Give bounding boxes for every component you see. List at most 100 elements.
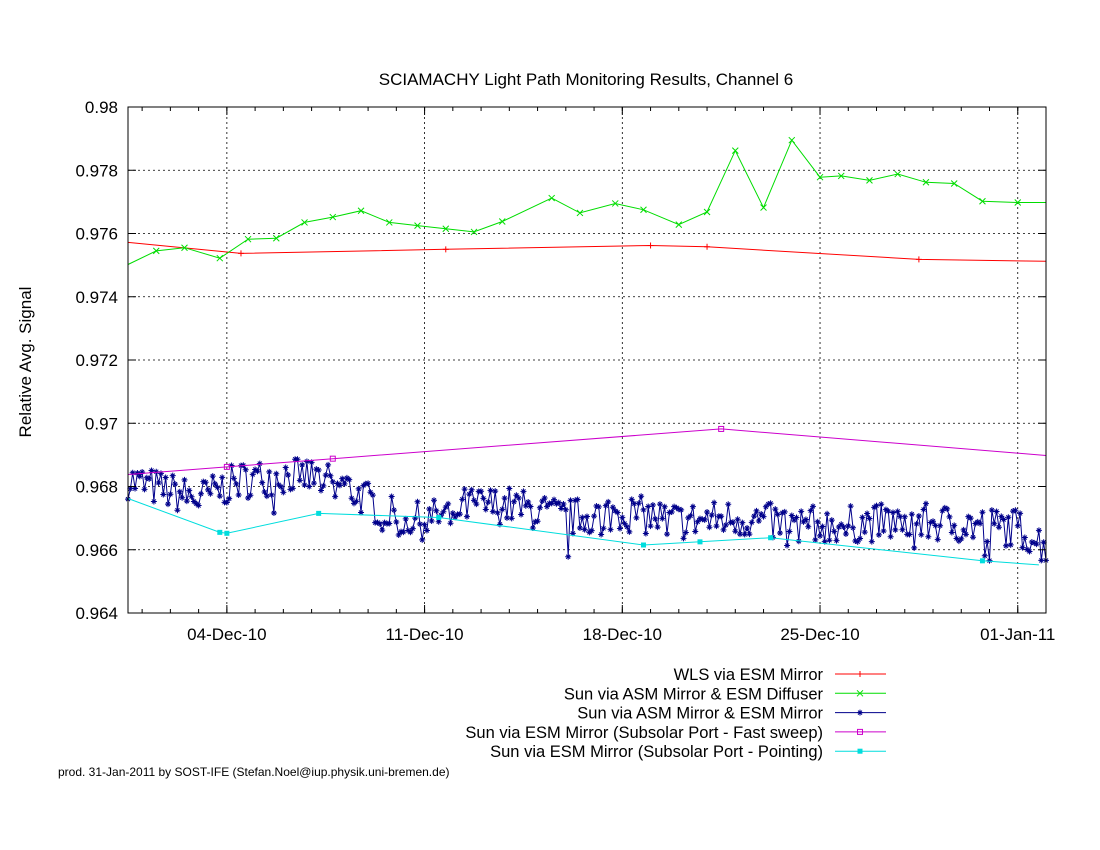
data-point xyxy=(150,498,157,505)
data-point xyxy=(306,483,313,490)
legend-entry-wls-via-esm-mirror: WLS via ESM Mirror xyxy=(674,666,886,684)
data-point xyxy=(647,523,654,530)
data-point xyxy=(478,488,485,495)
data-point xyxy=(348,495,355,502)
data-point xyxy=(786,528,793,535)
data-point xyxy=(857,535,864,542)
data-point xyxy=(840,524,847,531)
data-point xyxy=(659,515,666,522)
data-point xyxy=(1038,557,1045,564)
data-point xyxy=(967,515,974,522)
data-point xyxy=(960,526,967,533)
data-point xyxy=(950,180,958,187)
series-sun-via-asm-mirror-esm-diffuser xyxy=(127,136,1046,265)
series-line xyxy=(127,498,1039,566)
data-point xyxy=(816,173,824,181)
data-point xyxy=(768,535,774,541)
data-point xyxy=(270,509,277,516)
data-point xyxy=(899,526,906,533)
data-point xyxy=(329,478,336,485)
data-point xyxy=(190,498,197,505)
data-point xyxy=(315,467,322,474)
data-point xyxy=(970,534,977,541)
data-point xyxy=(181,244,188,252)
data-point xyxy=(675,221,683,228)
data-point xyxy=(1028,539,1035,546)
data-point xyxy=(407,529,414,536)
data-point xyxy=(553,500,560,507)
x-tick-label: 01-Jan-11 xyxy=(980,625,1055,644)
data-point xyxy=(181,476,188,483)
data-point xyxy=(781,508,788,515)
data-point xyxy=(607,526,614,533)
data-point xyxy=(842,531,849,538)
data-point xyxy=(1033,541,1040,548)
data-point xyxy=(129,469,136,476)
data-point xyxy=(731,147,739,154)
data-point xyxy=(515,495,522,502)
data-point xyxy=(915,512,922,519)
data-point xyxy=(687,512,694,519)
data-point xyxy=(908,511,915,518)
data-point xyxy=(136,473,143,480)
data-point xyxy=(414,222,421,229)
data-point xyxy=(536,504,543,511)
data-point xyxy=(795,538,802,545)
data-point xyxy=(562,506,569,513)
data-point xyxy=(160,491,167,498)
data-point xyxy=(442,246,449,253)
data-point xyxy=(336,482,343,489)
data-point xyxy=(755,518,762,525)
data-point xyxy=(141,486,148,493)
data-point xyxy=(612,507,619,514)
data-point xyxy=(762,503,769,510)
data-point xyxy=(1019,544,1026,551)
data-point xyxy=(616,525,623,532)
legend-entry-sun-via-asm-mirror-esm-diffuser: Sun via ASM Mirror & ESM Diffuser xyxy=(564,685,886,703)
data-point xyxy=(927,519,934,526)
y-tick-label: 0.972 xyxy=(75,351,118,370)
data-point xyxy=(299,461,306,468)
data-point xyxy=(821,538,828,545)
data-point xyxy=(162,474,169,481)
data-point xyxy=(482,506,489,513)
data-point xyxy=(746,531,753,538)
y-tick-label: 0.974 xyxy=(75,288,118,307)
data-point xyxy=(395,532,402,539)
data-point xyxy=(802,516,809,523)
data-point xyxy=(635,500,642,507)
data-point xyxy=(939,507,946,514)
data-point xyxy=(788,136,796,144)
data-point xyxy=(379,527,386,534)
data-point xyxy=(678,506,685,513)
data-point xyxy=(739,519,746,526)
data-point xyxy=(146,475,153,482)
data-point xyxy=(965,513,972,520)
data-point xyxy=(826,537,833,544)
data-point xyxy=(473,501,480,508)
data-point xyxy=(266,468,273,475)
data-point xyxy=(661,503,668,510)
data-point xyxy=(849,524,856,531)
data-point xyxy=(838,521,845,528)
data-point xyxy=(741,531,748,538)
series-sun-via-asm-mirror-esm-mirror xyxy=(125,456,1049,564)
data-point xyxy=(350,500,357,507)
data-point xyxy=(572,497,579,504)
data-point xyxy=(656,501,663,508)
data-point xyxy=(922,500,929,507)
data-point xyxy=(390,507,397,514)
x-tick-label: 18-Dec-10 xyxy=(583,625,662,644)
data-point xyxy=(906,531,913,538)
data-point xyxy=(419,536,426,543)
legend-label: Sun via ASM Mirror & ESM Diffuser xyxy=(564,685,824,703)
legend-label: Sun via ESM Mirror (Subsolar Port - Fast… xyxy=(465,724,823,742)
legend-marker xyxy=(857,709,863,716)
data-point xyxy=(711,499,718,506)
data-point xyxy=(287,486,294,493)
data-point xyxy=(722,521,729,528)
data-point xyxy=(591,513,598,520)
data-point xyxy=(165,501,172,508)
data-point xyxy=(527,503,534,510)
data-point xyxy=(268,491,275,498)
